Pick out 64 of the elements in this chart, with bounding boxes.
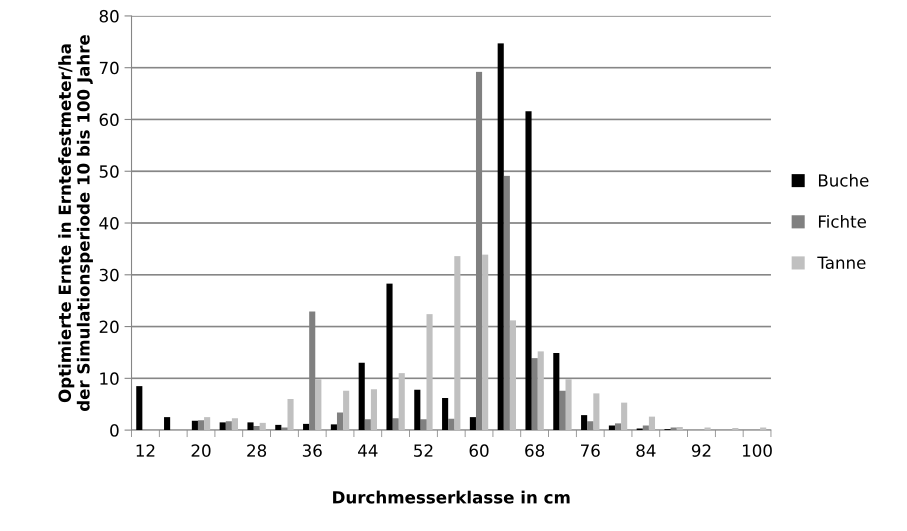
bar: [760, 428, 766, 430]
x-tick-label: 44: [358, 444, 378, 457]
x-tick-label: 20: [192, 444, 211, 457]
bar: [370, 389, 377, 430]
y-tick-label: 40: [99, 216, 119, 230]
x-tick-label: 36: [302, 444, 322, 457]
bar: [470, 417, 476, 430]
bar: [260, 422, 266, 430]
bar: [704, 428, 711, 430]
y-tick-label: 10: [100, 372, 119, 385]
bar: [454, 256, 460, 430]
bar: [386, 284, 393, 430]
x-tick-label: 68: [525, 444, 544, 457]
y-tick-label: 80: [100, 10, 119, 22]
bar: [275, 424, 282, 430]
y-tick-label: 60: [100, 113, 119, 126]
bar: [510, 320, 516, 430]
x-axis-title: Durchmesserklasse in cm: [333, 490, 570, 504]
bar: [482, 254, 488, 430]
bar: [538, 351, 544, 430]
x-tick-label: 76: [581, 444, 600, 457]
y-tick-label: 50: [100, 165, 119, 178]
y-tick-label: 70: [100, 62, 119, 74]
bar: [136, 386, 142, 430]
bar: [621, 402, 628, 430]
x-tick-label: 12: [136, 444, 154, 457]
bar: [232, 418, 238, 430]
bar: [358, 362, 365, 430]
bar: [220, 422, 226, 430]
bar: [192, 420, 198, 430]
legend-label: Fichte: [818, 214, 866, 228]
x-tick-label: 92: [692, 444, 710, 457]
bar: [398, 373, 405, 430]
bar: [581, 415, 588, 430]
legend-label: Buche: [818, 174, 868, 187]
y-tick-label: 0: [110, 424, 119, 437]
bar: [648, 416, 656, 430]
y-tick-label: 20: [100, 320, 119, 334]
bar: [315, 379, 322, 430]
bar: [303, 424, 310, 430]
bar: [204, 417, 210, 430]
bar: [287, 399, 294, 430]
bar: [414, 390, 420, 430]
bar: [553, 352, 560, 430]
x-tick-label: 28: [247, 444, 266, 457]
x-tick-label: 52: [414, 444, 432, 457]
bar: [426, 314, 433, 430]
bar: [164, 417, 170, 430]
bar: [676, 427, 683, 430]
x-tick-label: 60: [470, 444, 489, 457]
bar: [608, 425, 615, 430]
bar: [565, 379, 572, 430]
bar: [593, 393, 600, 430]
bar: [442, 398, 448, 430]
x-tick-label: 84: [636, 444, 656, 457]
bar: [247, 422, 254, 430]
bar: [330, 424, 337, 430]
y-tick-label: 30: [100, 268, 119, 282]
bar: [498, 43, 504, 430]
y-axis-title: Optimierte Ernte in Erntefestmeter/ha der Simulationsperiode 10 bis 100 Jahre: [58, 35, 93, 412]
legend-label: Tanne: [817, 256, 866, 269]
x-tick-label: 100: [742, 444, 772, 457]
bar: [525, 111, 532, 430]
bar: [343, 390, 350, 430]
